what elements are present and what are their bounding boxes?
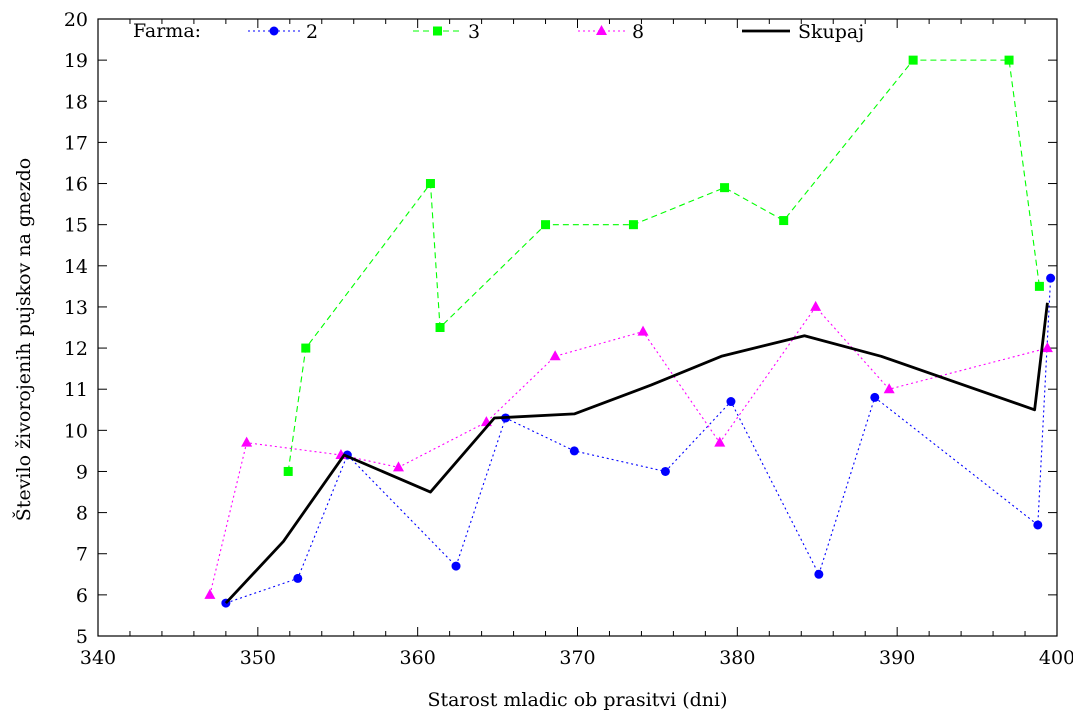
data-point (720, 183, 730, 193)
x-tick-label: 390 (879, 647, 915, 669)
data-point (628, 220, 638, 230)
y-tick-label: 15 (64, 215, 88, 237)
data-point (283, 466, 293, 476)
legend-marker (596, 25, 607, 35)
data-point (810, 300, 822, 311)
data-point (1041, 342, 1053, 353)
series-3 (283, 55, 1044, 476)
x-tick-label: 370 (559, 647, 595, 669)
data-point (1034, 281, 1044, 291)
series-line (287, 59, 1040, 472)
y-axis-ticks: 5 6 7 8 9 10 11 12 13 14 15 16 17 18 19 20 (64, 9, 1057, 648)
legend: Farma: 2 3 8 Skupaj (133, 20, 864, 43)
y-tick-label: 18 (64, 91, 88, 113)
y-tick-label: 16 (64, 174, 88, 196)
data-point (204, 588, 216, 599)
series-layer (204, 55, 1056, 608)
y-tick-label: 19 (64, 50, 88, 72)
data-point (425, 179, 435, 189)
series-line (209, 306, 1048, 595)
legend-marker (269, 26, 279, 36)
data-point (549, 350, 561, 361)
y-tick-label: 12 (64, 338, 88, 360)
y-tick-label: 7 (76, 544, 88, 566)
legend-marker (433, 26, 442, 36)
legend-title: Farma: (133, 20, 201, 42)
x-axis-title: Starost mladic ob prasitvi (dni) (427, 689, 727, 711)
y-tick-label: 6 (76, 585, 88, 607)
x-tick-label: 340 (80, 647, 116, 669)
data-point (660, 466, 670, 476)
data-point (637, 325, 649, 336)
data-point (541, 220, 551, 230)
data-point (392, 461, 404, 472)
data-point (726, 397, 736, 407)
data-point (241, 436, 253, 447)
data-point (301, 343, 311, 353)
legend-item-skupaj: Skupaj (742, 21, 864, 43)
y-axis-title: Število živorojenih pujskov na gnezdo (12, 158, 35, 521)
data-point (1033, 520, 1043, 530)
y-tick-label: 9 (76, 461, 88, 483)
data-point (870, 392, 880, 402)
x-tick-label: 400 (1039, 647, 1073, 669)
legend-label: 3 (468, 21, 480, 43)
y-tick-label: 5 (76, 626, 88, 648)
series-line (225, 278, 1052, 604)
x-tick-label: 380 (719, 647, 755, 669)
series-2 (221, 273, 1056, 608)
data-point (1004, 55, 1014, 65)
series-8 (204, 300, 1053, 599)
legend-label: Skupaj (798, 21, 864, 43)
y-tick-label: 11 (64, 379, 88, 401)
data-point (908, 55, 918, 65)
data-point (451, 561, 461, 571)
plot-frame (97, 18, 1058, 637)
data-point (814, 569, 824, 579)
legend-label: 2 (306, 21, 318, 43)
legend-item-3: 3 (413, 21, 480, 43)
x-tick-label: 350 (240, 647, 276, 669)
y-tick-label: 8 (76, 503, 88, 525)
y-tick-label: 20 (64, 9, 88, 31)
x-tick-label: 360 (400, 647, 436, 669)
data-point (779, 216, 789, 226)
data-point (714, 436, 726, 447)
series-skupaj (224, 302, 1049, 605)
legend-item-2: 2 (248, 21, 318, 43)
data-point (1046, 273, 1056, 283)
data-point (883, 383, 895, 394)
y-tick-label: 17 (64, 132, 88, 154)
series-line (224, 302, 1049, 605)
y-tick-label: 14 (64, 256, 88, 278)
data-point (569, 446, 579, 456)
x-axis-ticks: 340 350 360 370 380 390 400 (80, 19, 1073, 669)
legend-label: 8 (632, 21, 644, 43)
y-tick-label: 10 (64, 420, 88, 442)
data-point (293, 573, 303, 583)
data-point (435, 323, 445, 332)
y-tick-label: 13 (64, 297, 88, 319)
legend-item-8: 8 (578, 21, 644, 43)
